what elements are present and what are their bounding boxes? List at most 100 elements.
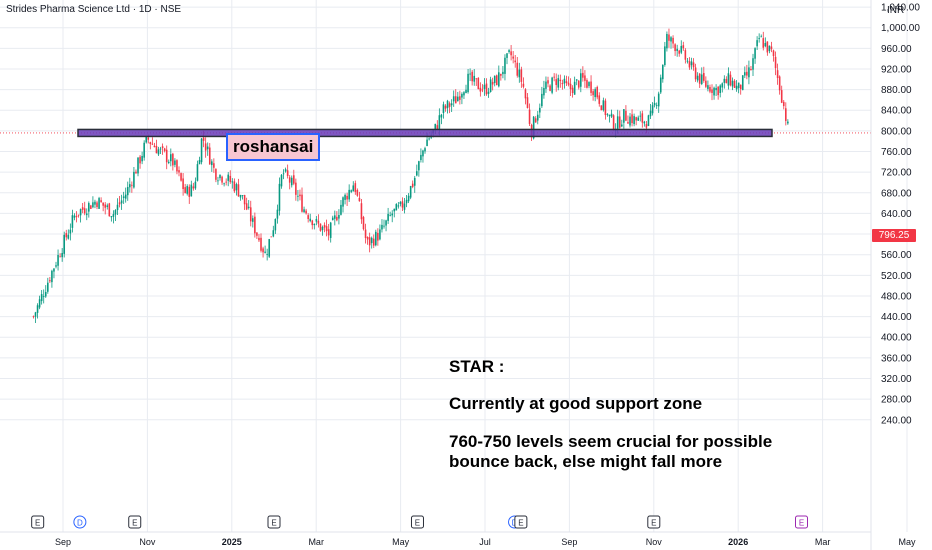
candle-body xyxy=(524,89,527,99)
candle-body xyxy=(237,184,240,197)
candle-body xyxy=(674,44,676,52)
price-tick-label: 520.00 xyxy=(881,271,912,282)
candle-body xyxy=(719,85,722,93)
candle-body xyxy=(276,209,279,219)
earnings-marker[interactable]: E xyxy=(267,515,281,529)
candle-body xyxy=(223,183,225,185)
earnings-marker[interactable]: E xyxy=(410,515,424,529)
earnings-marker[interactable]: E xyxy=(128,515,142,529)
grid-lines xyxy=(0,0,908,532)
candle-body xyxy=(235,184,238,191)
candle-body xyxy=(157,149,160,155)
candle-body xyxy=(139,156,141,164)
candle-body xyxy=(385,220,387,226)
candle-body xyxy=(53,268,55,272)
candle-body xyxy=(57,254,59,266)
earnings-marker[interactable]: E xyxy=(647,515,661,529)
candle-body xyxy=(534,118,537,123)
earnings-marker[interactable]: E xyxy=(514,515,528,529)
candle-body xyxy=(582,72,584,78)
candle-body xyxy=(770,46,773,50)
candle-body xyxy=(664,46,666,65)
price-tick-label: 320.00 xyxy=(881,374,912,385)
candle-body xyxy=(368,237,371,246)
candle-body xyxy=(38,299,41,308)
candle-body xyxy=(655,105,658,106)
candle-body xyxy=(63,234,66,254)
candle-body xyxy=(104,204,107,208)
candle-body xyxy=(539,107,541,113)
candle-body xyxy=(403,203,406,210)
dividend-marker[interactable]: D xyxy=(73,515,87,529)
candle-body xyxy=(766,41,769,53)
candle-body xyxy=(727,73,730,86)
candle-body xyxy=(444,105,447,109)
price-tick-label: 720.00 xyxy=(881,168,912,179)
candle-body xyxy=(247,206,250,208)
candle-body xyxy=(334,215,336,219)
candle-body xyxy=(131,184,133,186)
candle-body xyxy=(684,50,687,60)
candle-body xyxy=(725,79,728,84)
candle-body xyxy=(508,50,510,52)
event-marker-label: E xyxy=(132,519,137,528)
price-tick-label: 400.00 xyxy=(881,333,912,344)
candle-body xyxy=(694,67,697,80)
symbol-title[interactable]: Strides Pharma Science Ltd · 1D · NSE xyxy=(6,4,182,15)
price-tick-label: 640.00 xyxy=(881,209,912,220)
support-band[interactable] xyxy=(77,128,773,138)
candle-body xyxy=(313,223,316,226)
candle-body xyxy=(780,90,783,103)
candle-body xyxy=(372,238,375,246)
candle-body xyxy=(293,175,295,184)
candle-body xyxy=(645,124,648,128)
candle-body xyxy=(659,77,662,93)
candle-body xyxy=(85,213,88,216)
time-tick-label: 2025 xyxy=(222,537,242,547)
candle-body xyxy=(393,208,396,212)
candle-body xyxy=(502,71,504,75)
candle-body xyxy=(536,114,539,121)
candle-body xyxy=(426,139,428,147)
candle-body xyxy=(721,83,724,88)
candle-body xyxy=(657,93,660,107)
candle-body xyxy=(143,142,145,158)
candle-body xyxy=(245,203,248,210)
candle-body xyxy=(180,173,182,181)
candle-body xyxy=(590,81,592,93)
price-axis[interactable]: 1,200.001,160.001,120.001,080.001,040.00… xyxy=(881,0,920,427)
candle-body xyxy=(49,280,51,282)
candle-body xyxy=(34,312,37,317)
candle-body xyxy=(467,73,469,93)
candle-body xyxy=(407,195,410,202)
candle-body xyxy=(225,181,227,183)
candle-body xyxy=(282,173,285,175)
candle-body xyxy=(133,171,135,188)
candle-body xyxy=(409,186,412,198)
candle-body xyxy=(487,91,490,94)
last-price-tag: 796.25 xyxy=(872,229,916,242)
candle-body xyxy=(545,81,547,89)
price-tick-label: 440.00 xyxy=(881,312,912,323)
candle-body xyxy=(459,96,461,100)
candle-body xyxy=(670,37,672,42)
time-tick-label: May xyxy=(898,537,916,547)
candle-body xyxy=(446,100,449,109)
candle-body xyxy=(327,229,330,236)
candle-body xyxy=(303,209,305,213)
candle-body xyxy=(457,96,459,102)
candle-body xyxy=(79,209,82,216)
candle-body xyxy=(604,100,607,116)
candle-body xyxy=(307,215,309,219)
candle-body xyxy=(764,43,767,47)
candle-body xyxy=(77,214,80,216)
candle-body xyxy=(73,215,76,218)
time-axis[interactable]: Sep Nov 2025 Mar May Jul Sep Nov 2026 Mar May xyxy=(55,537,916,547)
candle-body xyxy=(491,81,494,85)
price-tick-label: 480.00 xyxy=(881,291,912,302)
earnings-marker[interactable]: E xyxy=(795,515,808,529)
earnings-marker[interactable]: E xyxy=(31,515,45,529)
candle-body xyxy=(696,75,699,81)
candle-body xyxy=(405,199,408,204)
price-tick-label: 760.00 xyxy=(881,147,912,158)
